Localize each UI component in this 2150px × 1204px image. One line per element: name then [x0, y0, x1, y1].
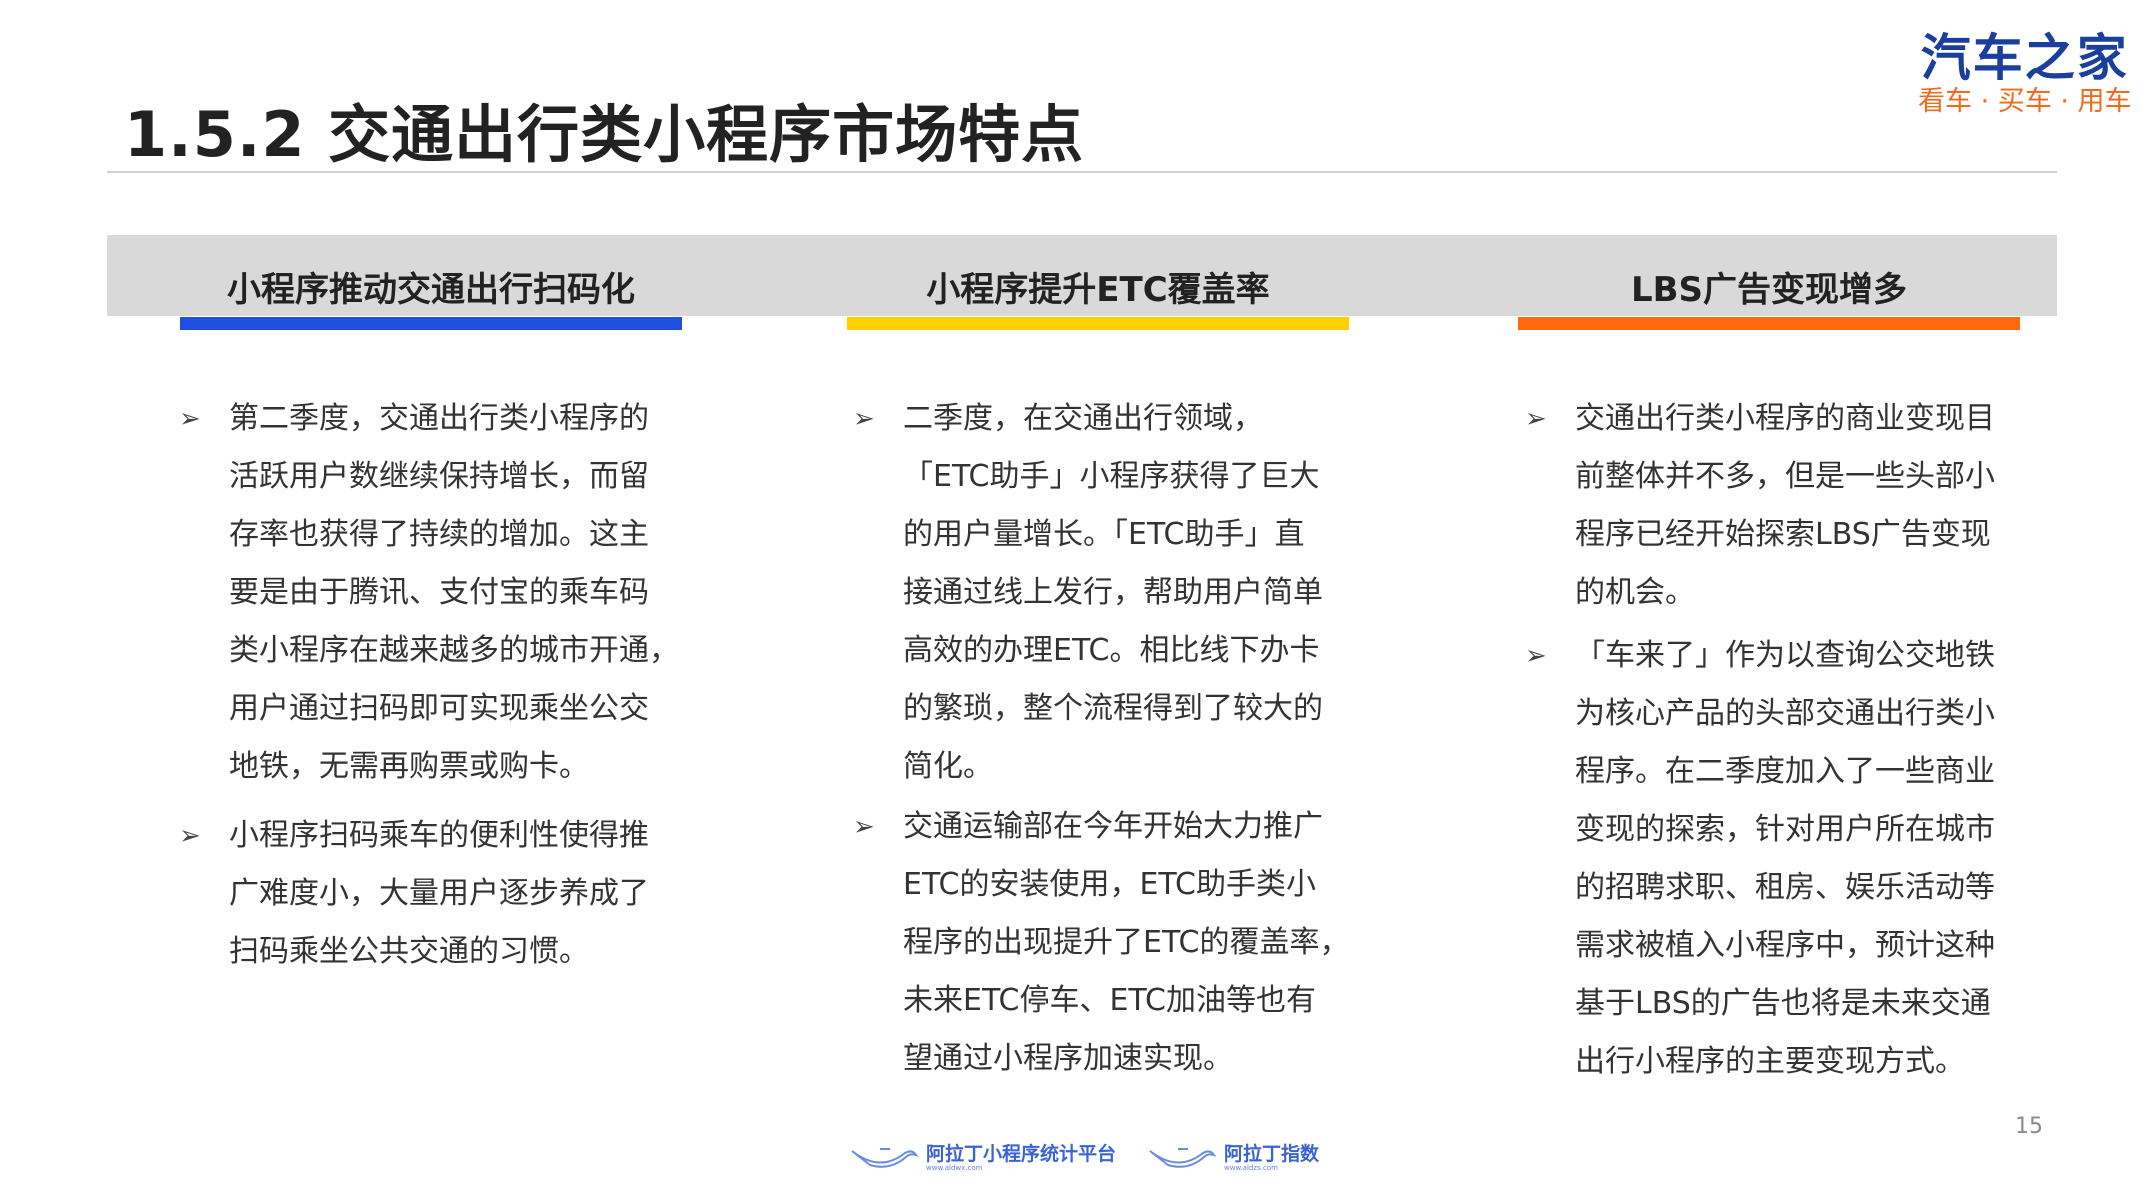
bullet-text-line: 变现的探索，针对用户所在城市 [1575, 812, 1995, 847]
bullet-text-line: 第二季度，交通出行类小程序的 [229, 401, 649, 436]
header-band [107, 235, 2057, 316]
bullet-text-line: 交通运输部在今年开始大力推广 [903, 809, 1323, 844]
bullet-item: ➢ 第二季度，交通出行类小程序的 活跃用户数继续保持增长，而留 存率也获得了持续的增加… [179, 390, 679, 796]
arrow-bullet-icon: ➢ [179, 404, 201, 434]
bullet-text-line: 程序的出现提升了ETC的覆盖率， [903, 925, 1350, 960]
logo-slogan: 看车 · 买车 · 用车 [1918, 86, 2132, 117]
bullet-text-line: 望通过小程序加速实现。 [903, 1041, 1233, 1076]
footer-name: 阿拉丁指数 [1224, 1143, 1320, 1165]
bullet-text-line: 类小程序在越来越多的城市开通， [229, 633, 679, 668]
column-accent-bar [180, 317, 682, 330]
arrow-bullet-icon: ➢ [853, 812, 875, 842]
bullet-item: ➢ 交通出行类小程序的商业变现目 前整体并不多，但是一些头部小 程序已经开始探索LBS… [1525, 390, 1995, 622]
page-title: 1.5.2 交通出行类小程序市场特点 [124, 98, 1085, 171]
bullet-item: ➢ 二季度，在交通出行领域， 「ETC助手」小程序获得了巨大 的用户量增长。「ETC助… [853, 390, 1323, 796]
bullet-text-line: 「ETC助手」小程序获得了巨大 [903, 459, 1320, 494]
footer-url: www.aldwx.com [926, 1164, 983, 1172]
bullet-text-line: 扫码乘坐公共交通的习惯。 [229, 934, 589, 969]
page-number: 15 [2015, 1114, 2043, 1139]
footer-url: www.aldzs.com [1224, 1164, 1278, 1172]
column-heading: LBS广告变现增多 [1630, 270, 1908, 310]
arrow-bullet-icon: ➢ [1525, 641, 1547, 671]
bullet-text-line: 用户通过扫码即可实现乘坐公交 [229, 691, 649, 726]
column-heading: 小程序推动交通出行扫码化 [227, 270, 635, 310]
autohome-logo: 汽车之家 看车 · 买车 · 用车 [1918, 30, 2132, 118]
title-divider [107, 171, 2057, 173]
footer-logo-aldzs: 阿拉丁指数 www.aldzs.com [1148, 1143, 1319, 1173]
bullet-text-line: 前整体并不多，但是一些头部小 [1575, 459, 1995, 494]
arrow-bullet-icon: ➢ [179, 821, 201, 851]
bullet-text-line: 要是由于腾讯、支付宝的乘车码 [229, 575, 649, 610]
bullet-text-line: ETC的安装使用，ETC助手类小 [903, 867, 1316, 902]
arrow-bullet-icon: ➢ [1525, 404, 1547, 434]
bullet-text-line: 简化。 [903, 749, 993, 784]
column-heading: 小程序提升ETC覆盖率 [926, 270, 1270, 310]
bullet-text-line: 存率也获得了持续的增加。这主 [229, 517, 649, 552]
bullet-text-line: 出行小程序的主要变现方式。 [1575, 1044, 1965, 1079]
bullet-text-line: 程序已经开始探索LBS广告变现 [1575, 517, 1991, 552]
logo-main: 汽车之家 [1920, 29, 2129, 87]
lamp-icon [1149, 1148, 1217, 1168]
bullet-text-line: 小程序扫码乘车的便利性使得推 [229, 818, 649, 853]
column-accent-bar [1518, 317, 2020, 330]
bullet-text-line: 二季度，在交通出行领域， [903, 401, 1263, 436]
bullet-text-line: 活跃用户数继续保持增长，而留 [229, 459, 649, 494]
bullet-text-line: 基于LBS的广告也将是未来交通 [1575, 986, 1991, 1021]
bullet-text-line: 未来ETC停车、ETC加油等也有 [903, 983, 1316, 1018]
footer-name: 阿拉丁小程序统计平台 [926, 1143, 1117, 1165]
bullet-text-line: 交通出行类小程序的商业变现目 [1575, 401, 1995, 436]
bullet-text-line: 的繁琐，整个流程得到了较大的 [903, 691, 1323, 726]
lamp-icon [851, 1148, 919, 1168]
bullet-text-line: 需求被植入小程序中，预计这种 [1575, 928, 1995, 963]
bullet-text-line: 为核心产品的头部交通出行类小 [1575, 696, 1995, 731]
bullet-text-line: 的用户量增长。「ETC助手」直 [903, 517, 1305, 552]
bullet-text-line: 程序。在二季度加入了一些商业 [1575, 754, 1995, 789]
bullet-text-line: 的招聘求职、租房、娱乐活动等 [1575, 870, 1995, 905]
bullet-text-line: 的机会。 [1575, 575, 1695, 610]
bullet-text-line: 「车来了」作为以查询公交地铁 [1575, 638, 1995, 673]
bullet-item: ➢ 小程序扫码乘车的便利性使得推 广难度小，大量用户逐步养成了 扫码乘坐公共交通的习惯… [179, 807, 649, 981]
bullet-text-line: 高效的办理ETC。相比线下办卡 [903, 633, 1320, 668]
bullet-item: ➢ 「车来了」作为以查询公交地铁 为核心产品的头部交通出行类小 程序。在二季度加入了一… [1525, 627, 1995, 1091]
bullet-text-line: 地铁，无需再购票或购卡。 [229, 749, 589, 784]
bullet-item: ➢ 交通运输部在今年开始大力推广 ETC的安装使用，ETC助手类小 程序的出现提升了E… [853, 798, 1350, 1088]
bullet-text-line: 接通过线上发行，帮助用户简单 [903, 575, 1323, 610]
arrow-bullet-icon: ➢ [853, 404, 875, 434]
column-accent-bar [847, 317, 1349, 330]
bullet-text-line: 广难度小，大量用户逐步养成了 [229, 876, 649, 911]
footer-logo-aldwx: 阿拉丁小程序统计平台 www.aldwx.com [850, 1143, 1116, 1173]
